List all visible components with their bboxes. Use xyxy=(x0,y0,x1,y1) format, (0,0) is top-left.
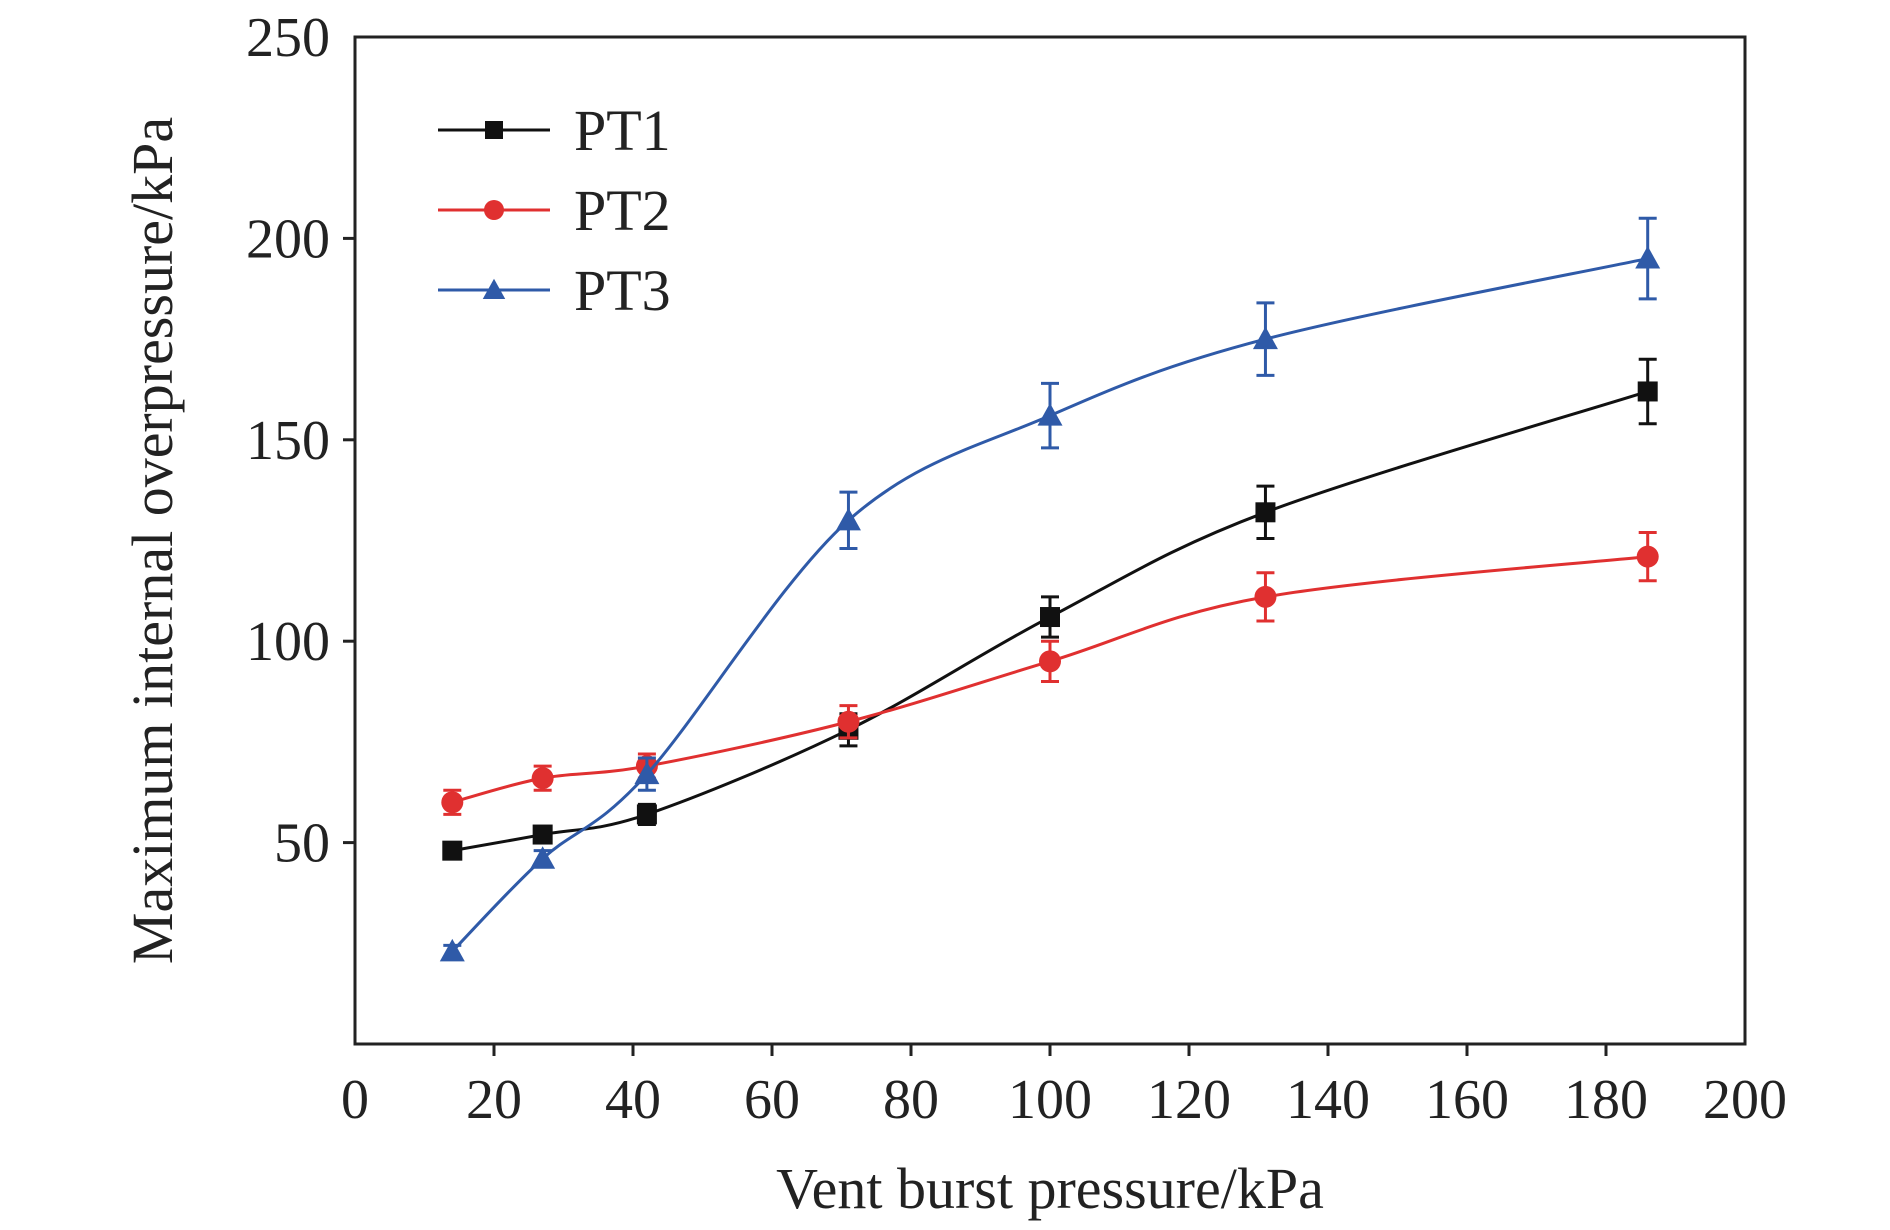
legend-item-pt3: PT3 xyxy=(438,258,671,323)
x-tick-label: 60 xyxy=(744,1069,800,1131)
data-point xyxy=(835,507,861,531)
legend-swatch-marker xyxy=(485,121,503,139)
data-point xyxy=(531,767,554,790)
data-point xyxy=(530,846,556,869)
x-tick-label: 20 xyxy=(466,1069,522,1131)
data-point xyxy=(1255,502,1276,523)
x-tick-label: 0 xyxy=(341,1069,369,1131)
series-layer xyxy=(439,216,1661,962)
data-point xyxy=(439,938,465,962)
legend-swatch-marker xyxy=(482,278,506,299)
legend-item-pt2: PT2 xyxy=(438,178,671,243)
data-point xyxy=(1040,607,1060,628)
series-line xyxy=(451,555,1648,804)
y-tick-label: 200 xyxy=(246,208,330,270)
data-point xyxy=(634,761,660,785)
y-tick-label: 150 xyxy=(246,410,330,472)
data-point xyxy=(1252,326,1278,350)
data-point xyxy=(1039,650,1061,673)
data-point xyxy=(837,710,860,733)
y-axis-title: Maximum internal overpressure/kPa xyxy=(120,117,185,964)
x-axis-title: Vent burst pressure/kPa xyxy=(776,1156,1324,1221)
data-point xyxy=(1635,246,1661,269)
legend-label: PT1 xyxy=(574,98,671,163)
y-tick-label: 50 xyxy=(274,813,330,875)
data-point xyxy=(442,840,463,861)
legend: PT1 PT2 PT3 xyxy=(438,98,671,323)
series-line xyxy=(452,390,1649,853)
x-tick-label: 120 xyxy=(1147,1069,1231,1131)
legend-label: PT3 xyxy=(574,258,671,323)
data-point xyxy=(1637,381,1658,402)
x-tick-label: 40 xyxy=(605,1069,661,1131)
legend-item-pt1: PT1 xyxy=(438,98,671,163)
legend-swatch-marker xyxy=(484,200,504,220)
y-tick-label: 100 xyxy=(246,611,330,673)
data-point xyxy=(441,791,464,814)
data-point xyxy=(1037,403,1063,426)
data-point xyxy=(636,804,657,825)
x-tick-label: 80 xyxy=(883,1069,939,1131)
series-pt3 xyxy=(439,216,1661,962)
y-tick-label: 250 xyxy=(246,7,330,69)
axis-ticks: 0 20 40 60 80 100 120 140 160 180 200 50 100 150 200 25… xyxy=(246,7,1787,1131)
x-tick-label: 160 xyxy=(1425,1069,1509,1131)
x-tick-label: 200 xyxy=(1703,1069,1787,1131)
series-pt2 xyxy=(441,530,1659,816)
data-point xyxy=(1254,585,1277,608)
data-point xyxy=(1636,545,1659,568)
series-pt1 xyxy=(442,357,1658,861)
data-point xyxy=(532,824,553,845)
plot-frame xyxy=(353,35,1747,1046)
x-tick-label: 140 xyxy=(1286,1069,1370,1131)
series-line xyxy=(451,257,1649,953)
x-tick-label: 180 xyxy=(1564,1069,1648,1131)
legend-label: PT2 xyxy=(574,178,671,243)
x-tick-label: 100 xyxy=(1008,1069,1092,1131)
